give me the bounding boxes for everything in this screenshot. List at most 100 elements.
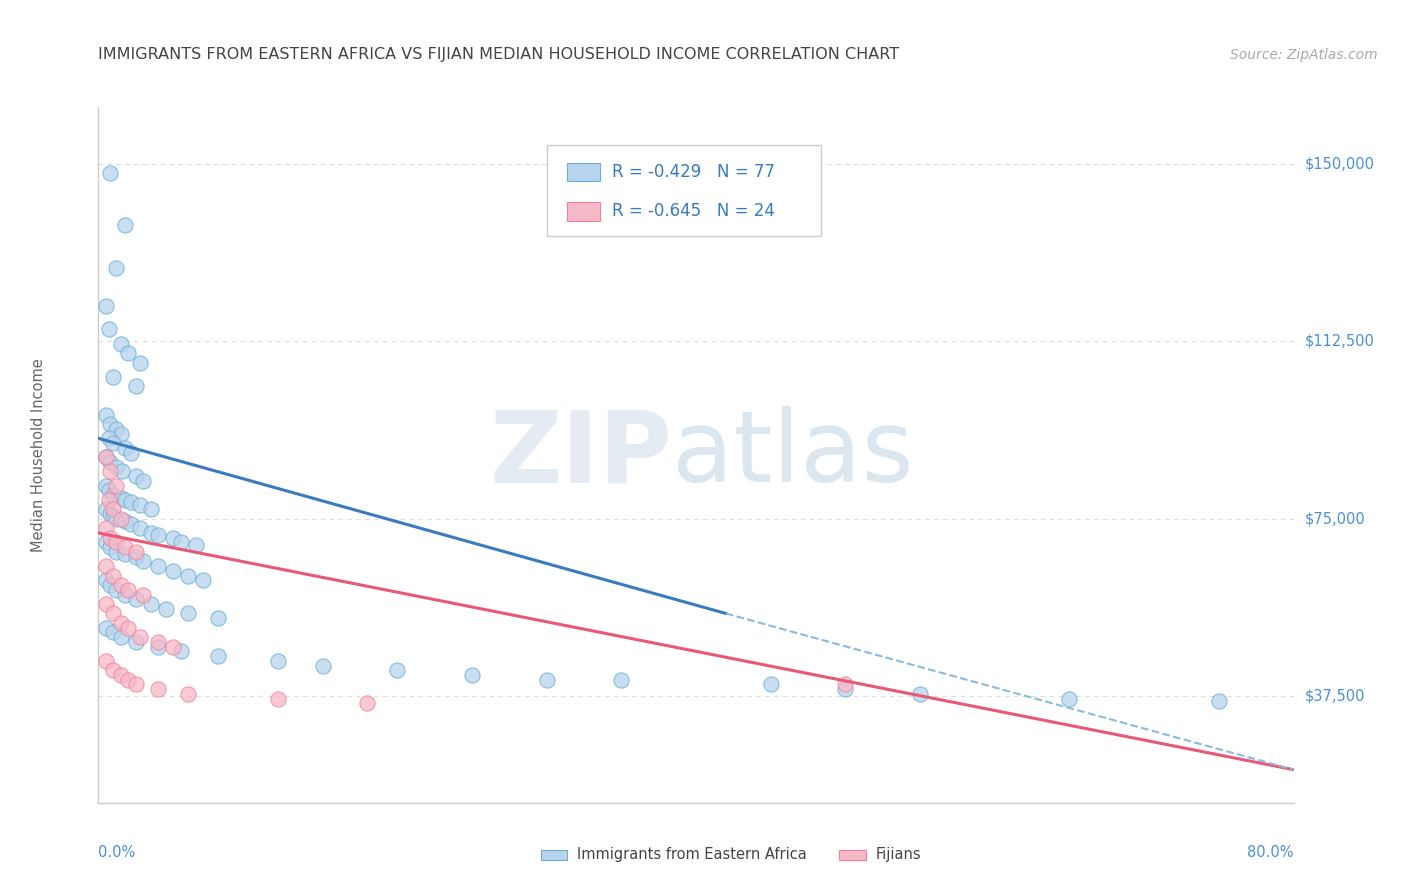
Point [385,663,409,677]
Text: Source: ZipAtlas.com: Source: ZipAtlas.com [1230,48,1378,62]
Point [120,516,142,531]
Text: Fijians: Fijians [876,847,921,863]
Point [103,663,125,677]
Text: R = -0.645   N = 24: R = -0.645 N = 24 [613,202,775,220]
Point [120,495,142,509]
Text: atlas: atlas [672,407,914,503]
Point [94,597,117,611]
Point [110,615,132,630]
Point [114,492,136,507]
Text: Median Household Income: Median Household Income [31,358,46,552]
Point [97,483,120,498]
Point [132,588,155,602]
Point [834,677,856,691]
Point [98,578,122,592]
Point [94,654,117,668]
Point [169,535,191,549]
Point [97,322,120,336]
Point [98,166,122,180]
Point [117,673,139,687]
Point [125,677,148,691]
Point [105,535,128,549]
Text: 0.0%: 0.0% [98,845,135,860]
Point [162,531,184,545]
Bar [567,202,600,220]
Point [103,625,125,640]
Text: Immigrants from Eastern Africa: Immigrants from Eastern Africa [576,847,807,863]
Point [191,574,214,588]
Point [94,559,117,574]
Bar [540,850,568,860]
Point [311,658,333,673]
Point [94,521,117,535]
Point [162,564,184,578]
Text: ZIP: ZIP [489,407,672,503]
Point [129,521,152,535]
Text: 80.0%: 80.0% [1247,845,1294,860]
Point [148,640,170,654]
Point [139,526,162,541]
Point [207,649,229,664]
Point [267,654,290,668]
Point [114,588,136,602]
Point [132,554,155,568]
Text: $75,000: $75,000 [1305,511,1365,526]
Point [610,673,633,687]
Point [103,607,125,621]
Point [114,441,136,455]
Point [117,621,139,635]
Point [114,547,136,561]
Text: $150,000: $150,000 [1305,156,1375,171]
Bar [567,163,600,181]
Point [103,436,125,450]
Point [98,465,122,479]
Point [132,474,155,488]
Point [111,465,134,479]
Point [129,356,152,370]
Point [98,531,122,545]
Point [114,219,136,233]
Point [536,673,558,687]
Point [759,677,782,691]
Point [177,568,200,582]
Point [98,455,122,469]
Text: $37,500: $37,500 [1305,689,1365,704]
FancyBboxPatch shape [547,145,821,235]
Point [461,668,484,682]
Point [267,691,290,706]
Point [94,408,117,422]
Point [148,528,170,542]
Point [103,369,125,384]
Point [105,512,128,526]
Point [103,488,125,502]
Point [834,682,856,697]
Point [105,478,128,492]
Point [98,507,122,521]
Point [110,426,132,441]
Point [148,682,170,697]
Point [98,540,122,554]
Point [94,299,117,313]
Point [125,379,148,393]
Point [97,492,120,507]
Point [148,559,170,574]
Point [94,502,117,516]
Point [356,697,378,711]
Point [129,630,152,644]
Text: R = -0.429   N = 77: R = -0.429 N = 77 [613,163,775,181]
Point [94,450,117,465]
Point [114,514,136,528]
Point [105,545,128,559]
Point [129,498,152,512]
Point [117,582,139,597]
Point [177,607,200,621]
Point [110,578,132,592]
Point [94,478,117,492]
Point [125,469,148,483]
Point [94,621,117,635]
Bar [839,850,866,860]
Point [98,417,122,432]
Point [155,601,177,615]
Point [148,635,170,649]
Point [97,431,120,445]
